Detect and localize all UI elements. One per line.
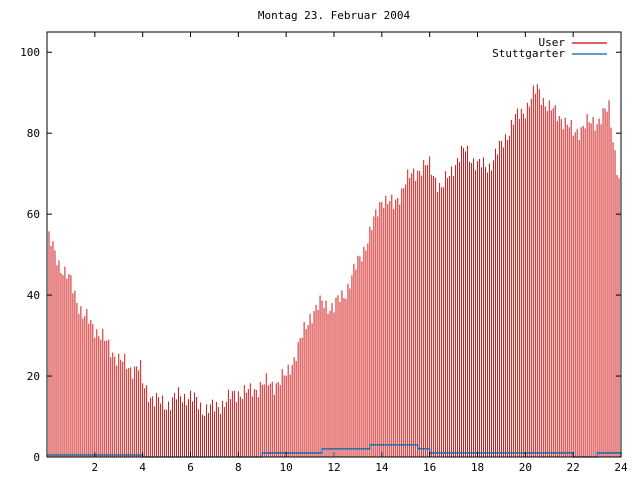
- y-axis-ticks: 0 20 40 60 80 100: [20, 46, 621, 464]
- x-tick-label: 20: [519, 461, 532, 474]
- x-tick-label: 8: [235, 461, 242, 474]
- x-tick-label: 16: [423, 461, 436, 474]
- y-tick-label: 40: [27, 289, 40, 302]
- x-tick-label: 24: [614, 461, 628, 474]
- x-tick-label: 4: [139, 461, 146, 474]
- x-tick-label: 14: [375, 461, 389, 474]
- legend-label-stuttgarter: Stuttgarter: [492, 47, 565, 60]
- x-axis-ticks: 2 4 6 8 10 12 14 16 18 20 22 24: [92, 32, 628, 474]
- user-bars: [46, 84, 622, 457]
- y-tick-label: 20: [27, 370, 40, 383]
- y-tick-label: 80: [27, 127, 40, 140]
- y-tick-label: 100: [20, 46, 40, 59]
- x-tick-label: 22: [567, 461, 580, 474]
- x-tick-label: 18: [471, 461, 484, 474]
- legend-label-user: User: [539, 36, 566, 49]
- y-tick-label: 0: [33, 451, 40, 464]
- x-tick-label: 10: [280, 461, 293, 474]
- y-tick-label: 60: [27, 208, 40, 221]
- legend: User Stuttgarter: [492, 36, 607, 60]
- chart-title: Montag 23. Februar 2004: [258, 9, 411, 22]
- x-tick-label: 6: [187, 461, 194, 474]
- x-tick-label: 12: [327, 461, 340, 474]
- x-tick-label: 2: [92, 461, 99, 474]
